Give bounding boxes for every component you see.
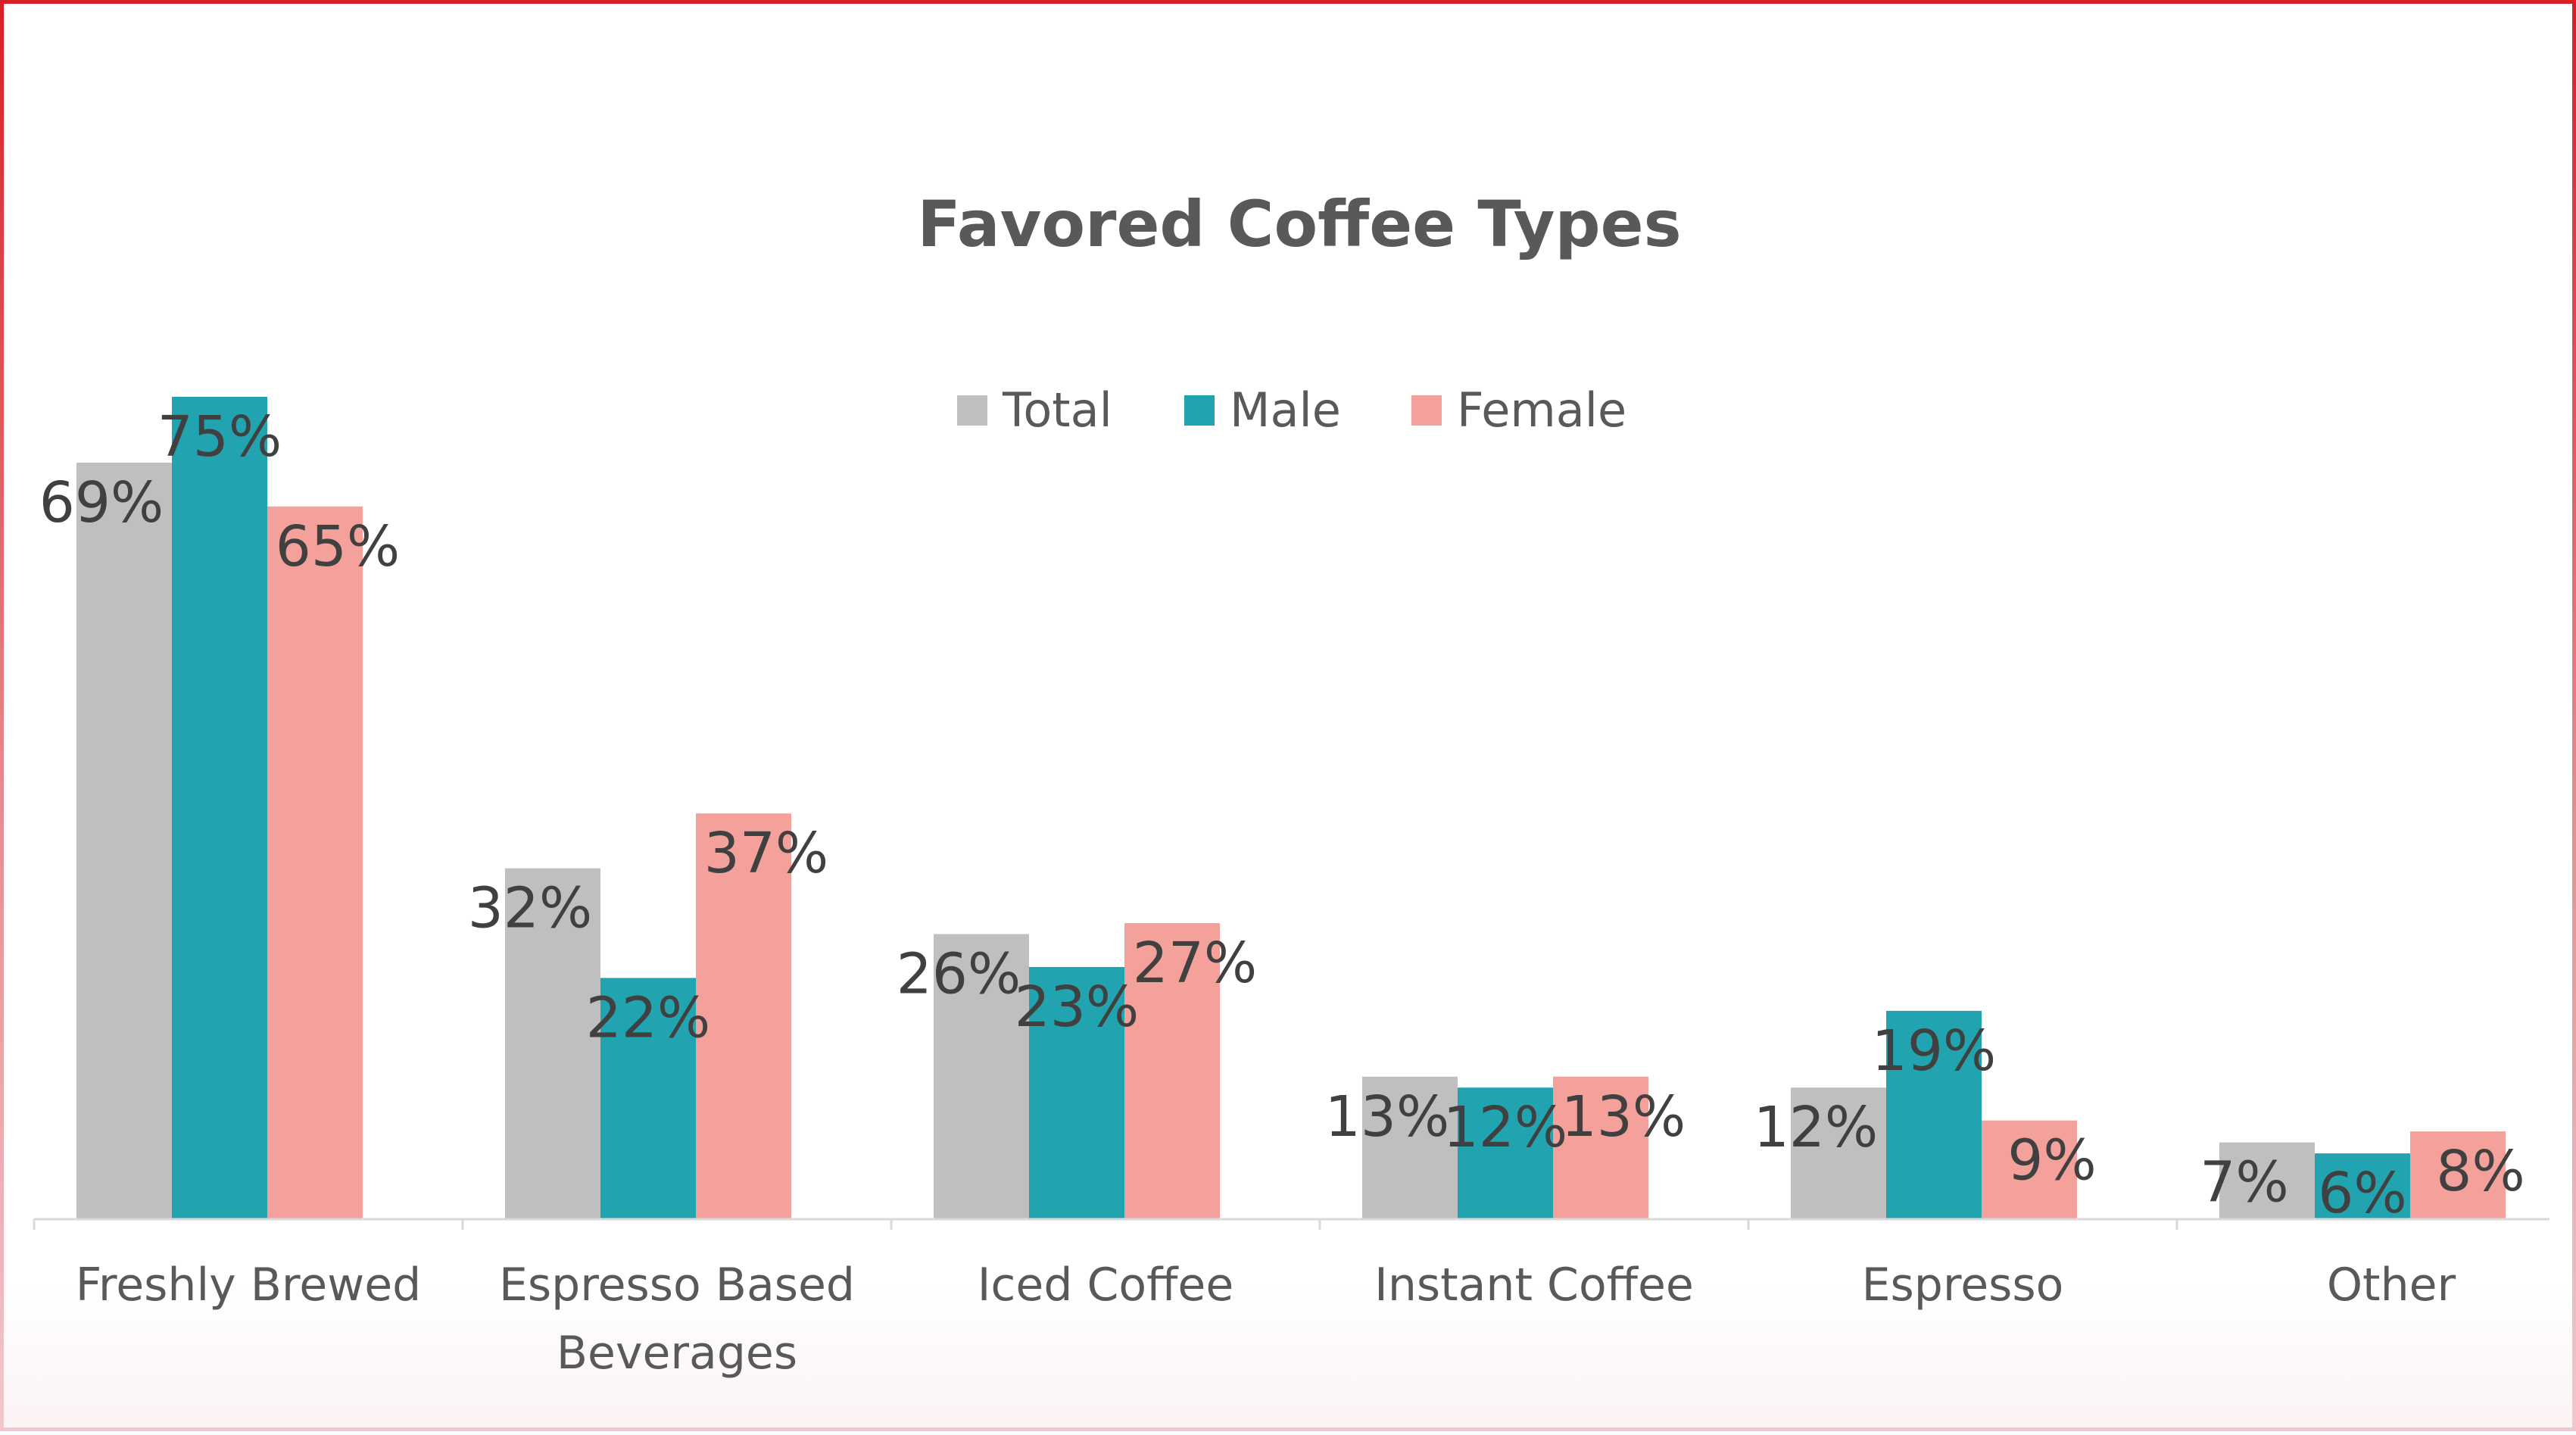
legend-swatch-male <box>1184 395 1215 426</box>
data-label-female: 27% <box>1133 931 1257 996</box>
bar-total <box>2219 1142 2315 1219</box>
bar-male <box>1029 966 1124 1219</box>
chart-title: Favored Coffee Types <box>917 187 1681 261</box>
data-labels: 69%75%65%32%22%37%26%23%27%13%12%13% 12%1… <box>39 404 2525 1226</box>
data-label-male: 19% <box>1872 1019 1996 1084</box>
legend-label-total: Total <box>1002 382 1112 438</box>
category-label: Espresso Based <box>499 1259 855 1312</box>
category-label: Iced Coffee <box>978 1259 1234 1312</box>
data-label-female: 37% <box>704 821 828 886</box>
data-label-male: 6% <box>2318 1161 2406 1226</box>
data-label-total: 12% <box>1754 1095 1878 1160</box>
bar-male <box>1458 1087 1553 1219</box>
bar-female <box>1982 1120 2077 1219</box>
bar-female <box>1553 1076 1648 1219</box>
category-labels: Freshly Brewed Espresso Based Beverages Ice… <box>76 1259 2456 1380</box>
data-label-female: 65% <box>276 514 400 579</box>
legend-swatch-female <box>1411 395 1442 426</box>
category-label: Freshly Brewed <box>76 1259 421 1312</box>
data-label-total: 32% <box>468 876 592 941</box>
x-axis-ticks <box>33 1219 2178 1230</box>
category-label: Espresso <box>1862 1259 2064 1312</box>
data-label-female: 8% <box>2436 1139 2525 1204</box>
data-label-total: 7% <box>2200 1150 2288 1215</box>
bar-male <box>1886 1010 1982 1219</box>
data-label-total: 69% <box>39 470 164 535</box>
bar-total <box>76 462 172 1219</box>
bar-female <box>267 506 363 1219</box>
bar-male <box>2315 1153 2410 1219</box>
bar-female <box>2410 1131 2506 1219</box>
bar-total <box>1791 1087 1886 1219</box>
legend-label-male: Male <box>1230 382 1341 438</box>
legend: Total Male Female <box>957 382 1626 438</box>
bar-total <box>934 934 1029 1219</box>
bar-total <box>1362 1076 1458 1219</box>
bar-female <box>696 813 791 1219</box>
legend-label-female: Female <box>1457 382 1626 438</box>
data-label-male: 12% <box>1443 1095 1567 1160</box>
data-label-female: 9% <box>2007 1128 2096 1193</box>
bar-male <box>172 397 267 1219</box>
bar-chart: Favored Coffee Types Total Male Female Fre… <box>33 187 2549 1380</box>
legend-swatch-total <box>957 395 987 426</box>
bar-total <box>505 868 600 1219</box>
category-label: Beverages <box>557 1327 797 1380</box>
bars-group <box>76 397 2506 1219</box>
bar-male <box>600 978 696 1219</box>
data-label-male: 22% <box>586 985 710 1050</box>
data-label-male: 75% <box>157 404 282 469</box>
data-label-male: 23% <box>1015 975 1139 1040</box>
category-label: Other <box>2327 1259 2456 1312</box>
data-label-total: 26% <box>897 942 1021 1007</box>
bar-female <box>1124 923 1220 1219</box>
category-label: Instant Coffee <box>1374 1259 1694 1312</box>
data-label-total: 13% <box>1325 1084 1449 1150</box>
data-label-female: 13% <box>1561 1084 1686 1150</box>
